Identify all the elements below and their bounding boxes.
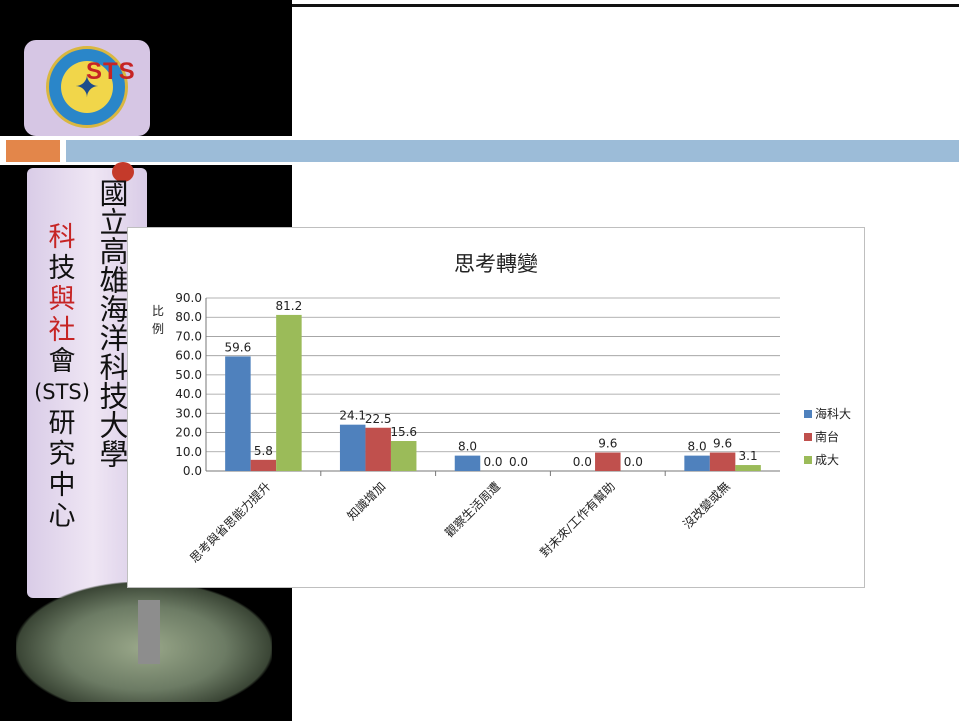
data-label: 0.0 xyxy=(509,455,528,469)
y-tick-label: 20.0 xyxy=(175,426,202,440)
x-tick-label: 知識增加 xyxy=(344,479,388,523)
bar xyxy=(454,455,481,471)
legend-label: 南台 xyxy=(815,430,840,444)
y-tick-label: 0.0 xyxy=(183,464,202,478)
bar xyxy=(735,465,761,471)
center-name-char: 會 xyxy=(48,346,76,377)
island-tower xyxy=(138,600,160,664)
data-label: 0.0 xyxy=(573,455,592,469)
data-label: 9.6 xyxy=(598,437,617,451)
legend-label: 成大 xyxy=(815,453,840,467)
data-label: 0.0 xyxy=(624,455,643,469)
center-name-char: 社 xyxy=(48,315,76,346)
legend-item: 海科大 xyxy=(804,405,851,422)
y-tick-label: 80.0 xyxy=(175,310,202,324)
data-label: 5.8 xyxy=(254,444,273,458)
university-name: 國立高雄海洋科技大學 xyxy=(95,178,129,468)
data-label: 24.1 xyxy=(339,409,366,423)
x-tick-label: 思考與省思能力提升 xyxy=(187,479,274,566)
data-label: 8.0 xyxy=(458,440,477,454)
chart-title: 思考轉變 xyxy=(454,252,538,276)
header-bar xyxy=(0,136,959,165)
data-label: 15.6 xyxy=(390,425,417,439)
y-tick-label: 10.0 xyxy=(175,445,202,459)
center-name-char: (STS) xyxy=(34,380,90,404)
data-label: 0.0 xyxy=(483,455,502,469)
y-tick-label: 70.0 xyxy=(175,329,202,343)
bar xyxy=(390,441,417,471)
data-label: 3.1 xyxy=(739,449,758,463)
data-label: 8.0 xyxy=(688,440,707,454)
header-accent-orange xyxy=(6,140,60,162)
bar xyxy=(250,459,277,471)
university-logo: ✦ STS xyxy=(24,40,150,136)
y-tick-label: 40.0 xyxy=(175,387,202,401)
center-name: 科技與社會 (STS) 研究中心 xyxy=(32,222,92,532)
legend-swatch xyxy=(804,455,812,464)
compass-icon: ✦ xyxy=(61,61,113,113)
bar xyxy=(339,424,366,471)
x-tick-label: 觀察生活周遭 xyxy=(442,479,503,540)
data-label: 81.2 xyxy=(276,299,303,313)
x-tick-label: 沒改變或無 xyxy=(680,479,733,532)
chart-frame: 思考轉變 比例 90.0 80.0 70.0 60.0 50.0 40.0 30.0 20.0… xyxy=(127,227,865,588)
logo-text: STS xyxy=(86,58,136,85)
top-rule xyxy=(292,4,959,7)
bar xyxy=(684,455,710,471)
center-name-char: 技 xyxy=(48,253,76,284)
center-name-char: 心 xyxy=(48,501,76,532)
data-label: 22.5 xyxy=(365,412,392,426)
legend-label: 海科大 xyxy=(815,407,852,421)
bar xyxy=(595,452,621,471)
center-name-char: 中 xyxy=(48,470,76,501)
chart-svg: 90.0 80.0 70.0 60.0 50.0 40.0 30.0 20.0 10.0 0.0 5… xyxy=(175,291,780,566)
bar xyxy=(365,427,391,471)
y-tick-label: 60.0 xyxy=(175,349,202,363)
logo-ring: ✦ xyxy=(46,46,128,128)
banner-bead xyxy=(112,162,134,182)
center-name-char: 與 xyxy=(48,284,76,315)
legend-swatch xyxy=(804,432,812,441)
legend-item: 成大 xyxy=(804,451,839,468)
header-accent-blue xyxy=(66,140,959,162)
y-axis-label: 比例 xyxy=(152,304,165,336)
bar xyxy=(225,356,251,471)
x-tick-label: 對未來/工作有幫助 xyxy=(537,479,618,560)
y-tick-label: 90.0 xyxy=(175,291,202,305)
center-name-char: 科 xyxy=(48,222,76,253)
y-tick-label: 30.0 xyxy=(175,406,202,420)
data-label: 9.6 xyxy=(713,437,732,451)
legend-item: 南台 xyxy=(804,428,839,445)
center-name-char: 研 xyxy=(48,408,76,439)
center-name-char: 究 xyxy=(48,439,76,470)
y-tick-label: 50.0 xyxy=(175,368,202,382)
bar xyxy=(709,452,736,471)
data-label: 59.6 xyxy=(225,340,252,354)
bar xyxy=(276,314,302,471)
legend-swatch xyxy=(804,409,812,418)
